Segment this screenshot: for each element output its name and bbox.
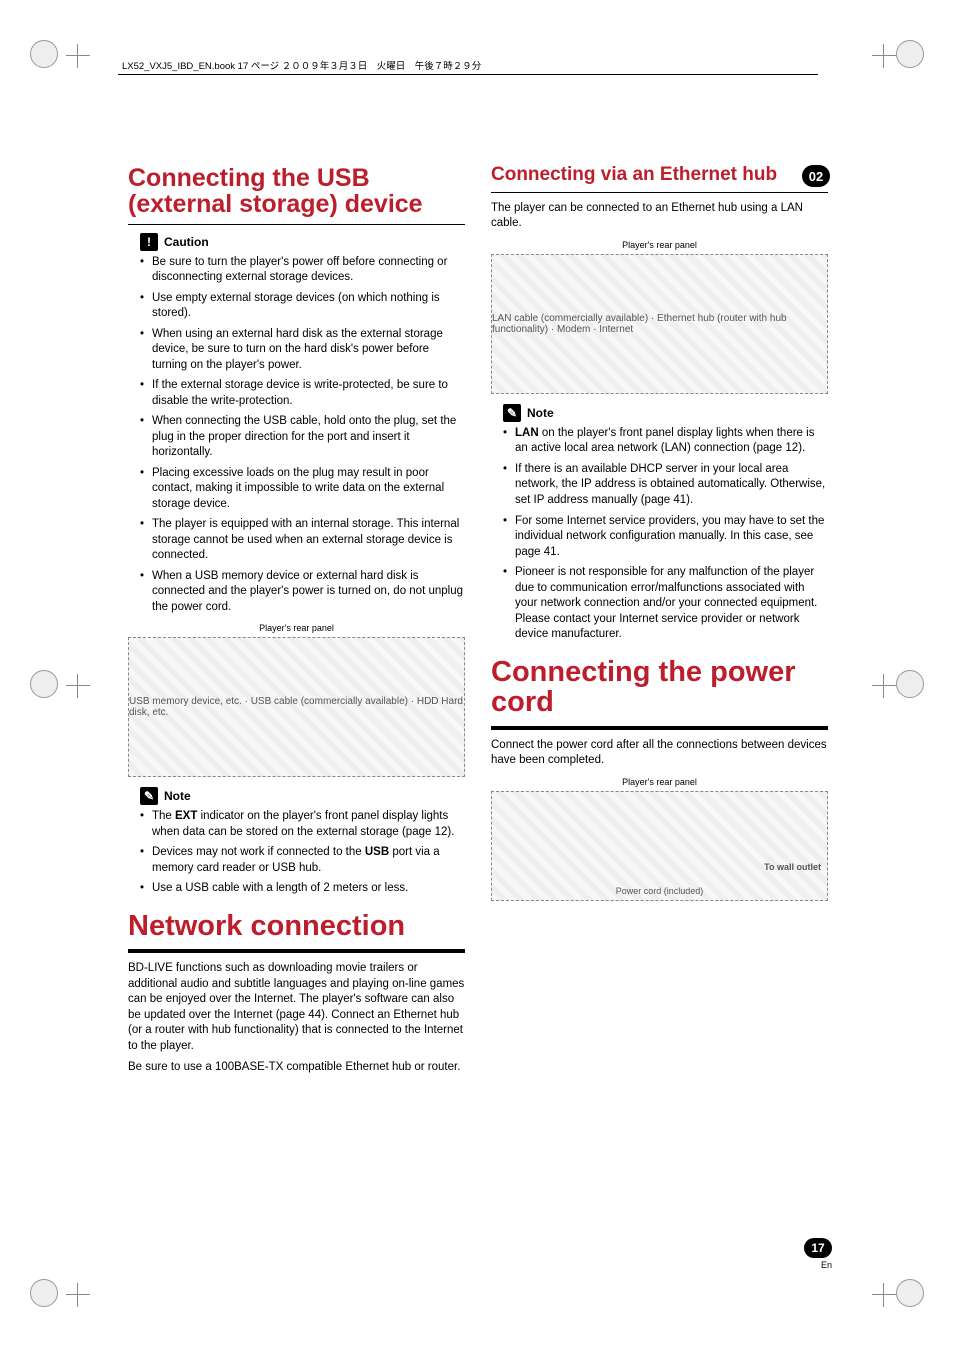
heading-usb: Connecting the USB (external storage) de… xyxy=(128,165,465,218)
rule xyxy=(491,192,828,193)
ethernet-paragraph: The player can be connected to an Ethern… xyxy=(491,201,828,232)
figure-placeholder: USB memory device, etc. · USB cable (com… xyxy=(128,637,465,777)
page-content: Connecting the USB (external storage) de… xyxy=(128,165,828,1082)
caution-list: Be sure to turn the player's power off b… xyxy=(128,255,465,616)
crop-mark-bl xyxy=(30,1279,90,1310)
figure-power: Player's rear panel To wall outlet Power… xyxy=(491,777,828,901)
caution-item: The player is equipped with an internal … xyxy=(140,517,465,564)
bold-usb: USB xyxy=(365,846,389,858)
rule-thick xyxy=(491,726,828,730)
note-item: For some Internet service providers, you… xyxy=(503,514,828,561)
left-column: Connecting the USB (external storage) de… xyxy=(128,165,465,1082)
page-number: 17 xyxy=(804,1238,832,1258)
note-item: Use a USB cable with a length of 2 meter… xyxy=(140,881,465,897)
note-callout: ✎ Note xyxy=(503,404,828,422)
note-item: The EXT indicator on the player's front … xyxy=(140,809,465,840)
note-item: If there is an available DHCP server in … xyxy=(503,462,828,509)
label-power-cord: Power cord (included) xyxy=(616,886,704,896)
note-item: LAN on the player's front panel display … xyxy=(503,426,828,457)
note-callout: ✎ Note xyxy=(140,787,465,805)
note-list-right: LAN on the player's front panel display … xyxy=(491,426,828,643)
page-footer: 17 En xyxy=(804,1238,832,1270)
text: The xyxy=(152,810,175,822)
note-icon: ✎ xyxy=(503,404,521,422)
caution-item: Be sure to turn the player's power off b… xyxy=(140,255,465,286)
figure-caption: Player's rear panel xyxy=(491,240,828,250)
caution-item: When connecting the USB cable, hold onto… xyxy=(140,414,465,461)
note-item: Devices may not work if connected to the… xyxy=(140,845,465,876)
caution-item: When using an external hard disk as the … xyxy=(140,327,465,374)
network-paragraph-1: BD-LIVE functions such as downloading mo… xyxy=(128,961,465,1054)
caution-item: When a USB memory device or external har… xyxy=(140,569,465,616)
text: indicator on the player's front panel di… xyxy=(152,810,454,838)
right-column: 02 Connecting via an Ethernet hub The pl… xyxy=(491,165,828,1082)
caution-item: If the external storage device is write-… xyxy=(140,378,465,409)
note-label: Note xyxy=(527,406,554,420)
figure-placeholder: LAN cable (commercially available) · Eth… xyxy=(491,254,828,394)
figure-placeholder: To wall outlet Power cord (included) xyxy=(491,791,828,901)
crop-mark-tr xyxy=(864,40,924,71)
heading-network: Network connection xyxy=(128,911,465,941)
bold-lan: LAN xyxy=(515,427,539,439)
crop-mark-ml xyxy=(30,670,90,701)
crop-mark-tl xyxy=(30,40,90,71)
heading-power-cord: Connecting the power cord xyxy=(491,657,828,718)
crop-mark-br xyxy=(864,1279,924,1310)
text: on the player's front panel display ligh… xyxy=(515,427,814,455)
figure-usb: Player's rear panel USB memory device, e… xyxy=(128,623,465,777)
crop-mark-mr xyxy=(864,670,924,701)
rule xyxy=(128,224,465,225)
page-language: En xyxy=(804,1260,832,1270)
caution-item: Use empty external storage devices (on w… xyxy=(140,291,465,322)
heading-ethernet: Connecting via an Ethernet hub xyxy=(491,165,828,186)
book-header-line: LX52_VXJ5_IBD_EN.book 17 ページ ２００９年３月３日 火… xyxy=(118,56,818,75)
power-paragraph: Connect the power cord after all the con… xyxy=(491,738,828,769)
figure-caption: Player's rear panel xyxy=(128,623,465,633)
bold-ext: EXT xyxy=(175,810,197,822)
text: Devices may not work if connected to the xyxy=(152,846,365,858)
chapter-badge: 02 xyxy=(802,165,830,187)
note-icon: ✎ xyxy=(140,787,158,805)
network-paragraph-2: Be sure to use a 100BASE-TX compatible E… xyxy=(128,1060,465,1076)
note-list-left: The EXT indicator on the player's front … xyxy=(128,809,465,897)
rule-thick xyxy=(128,949,465,953)
caution-icon: ! xyxy=(140,233,158,251)
caution-item: Placing excessive loads on the plug may … xyxy=(140,466,465,513)
label-wall-outlet: To wall outlet xyxy=(764,862,821,872)
caution-label: Caution xyxy=(164,235,209,249)
figure-caption: Player's rear panel xyxy=(491,777,828,787)
note-label: Note xyxy=(164,789,191,803)
caution-callout: ! Caution xyxy=(140,233,465,251)
note-item: Pioneer is not responsible for any malfu… xyxy=(503,565,828,643)
figure-ethernet: Player's rear panel LAN cable (commercia… xyxy=(491,240,828,394)
